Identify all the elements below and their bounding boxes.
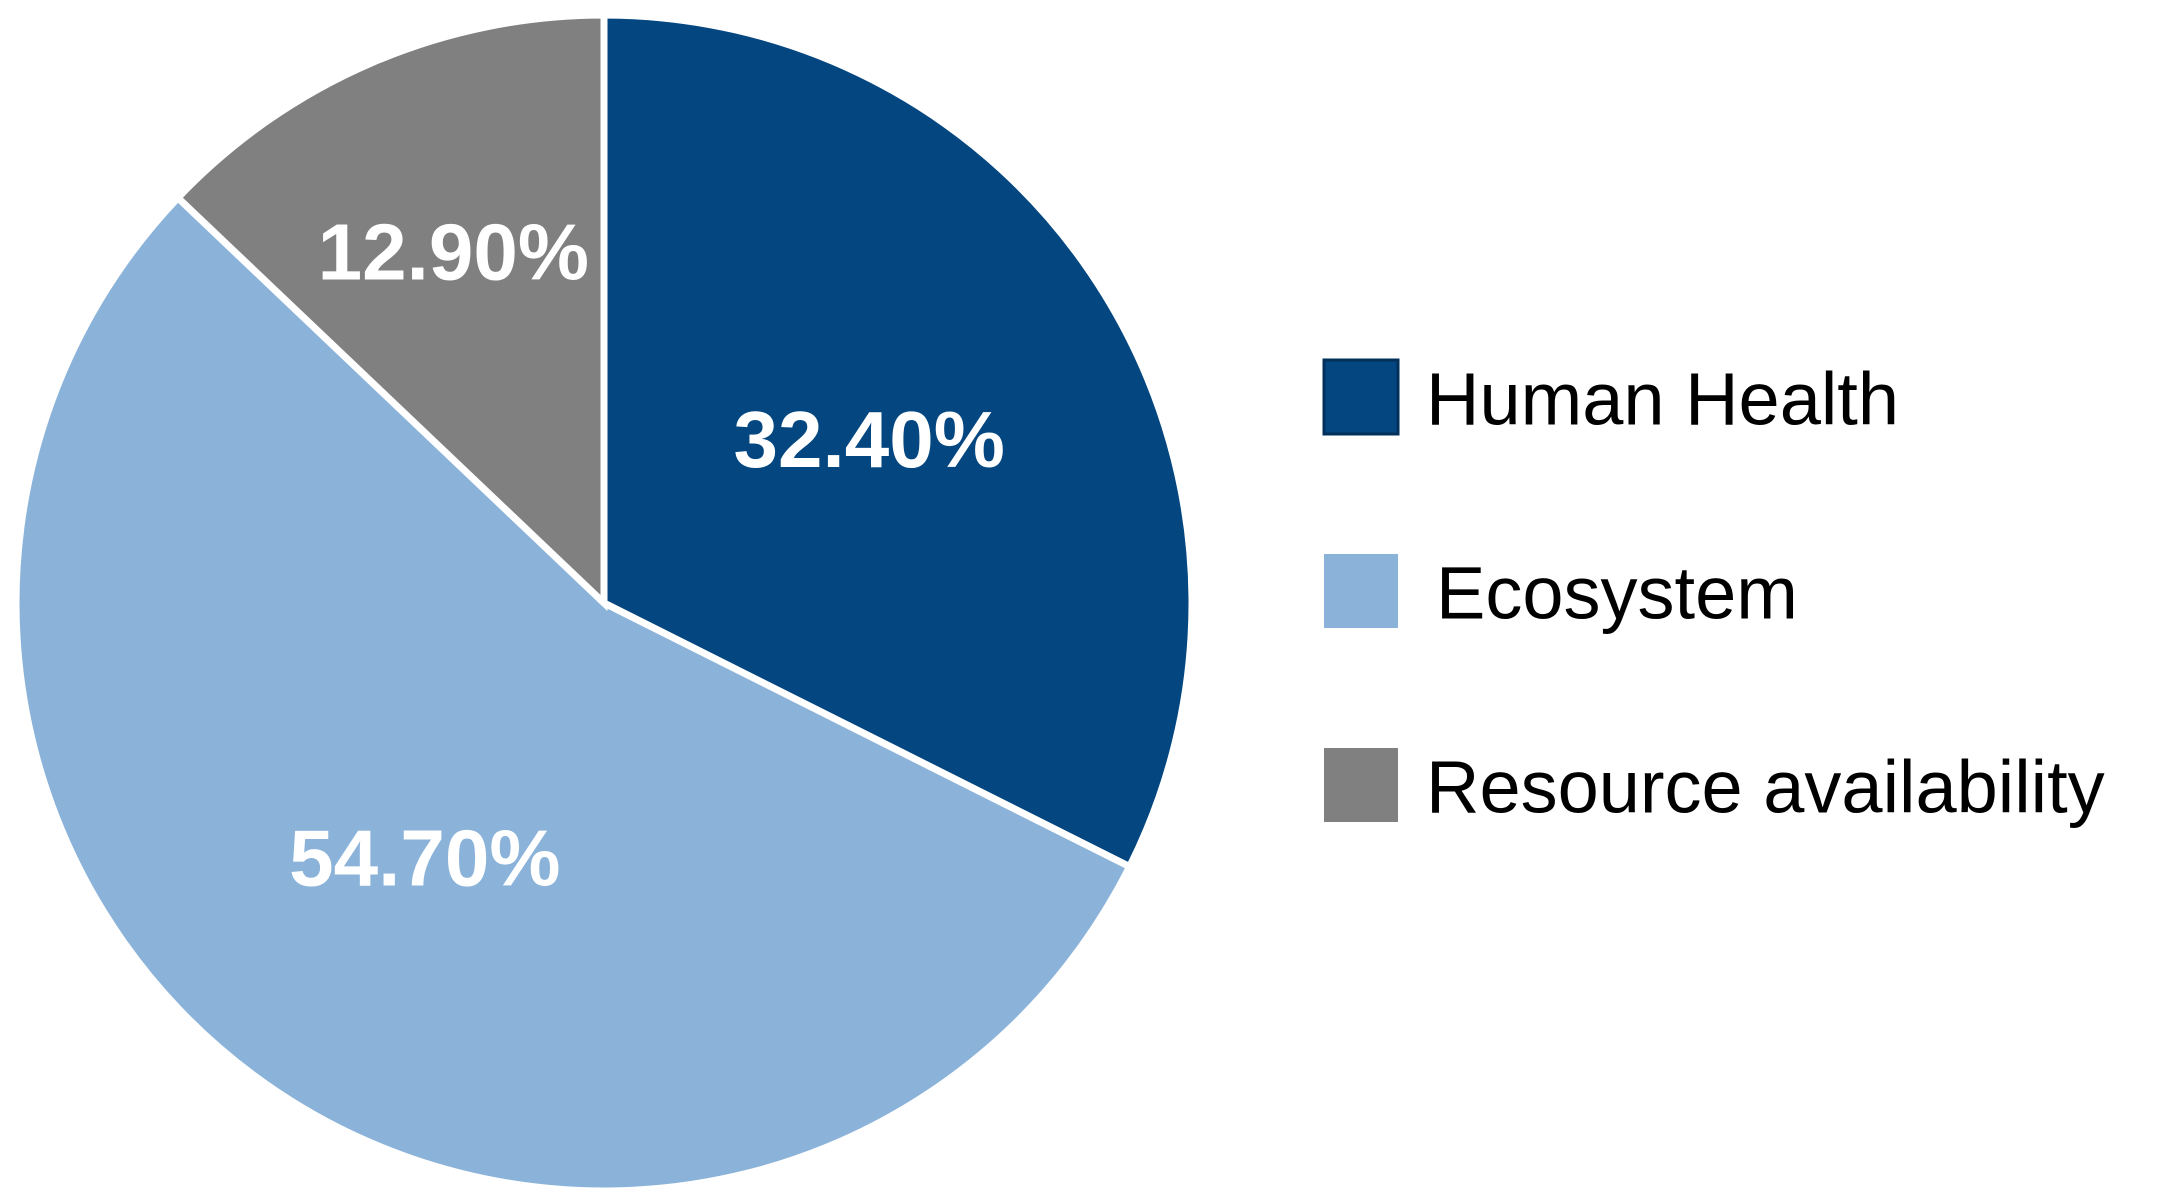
- legend: Human Health Ecosystem Resource availabili…: [1322, 358, 2105, 829]
- legend-label-ecosystem: Ecosystem: [1436, 552, 1798, 635]
- legend-item-human-health: Human Health: [1322, 358, 1899, 441]
- slice-value-label-human-health: 32.40%: [734, 395, 1005, 484]
- slice-value-label-ecosystem: 54.70%: [289, 814, 560, 903]
- legend-label-human-health: Human Health: [1426, 358, 1899, 441]
- slice-value-label-resource-availability: 12.90%: [318, 207, 589, 296]
- legend-swatch-resource-availability: [1324, 748, 1398, 822]
- pie-slices: [12, 11, 1196, 1195]
- pie-slice-human-health: [600, 11, 1196, 872]
- pie-slice-labels: 32.40% 54.70% 12.90%: [289, 207, 1005, 902]
- legend-item-resource-availability: Resource availability: [1324, 746, 2105, 829]
- pie-slice-resource-availability: [172, 11, 608, 612]
- legend-swatch-ecosystem: [1324, 554, 1398, 628]
- legend-label-resource-availability: Resource availability: [1426, 746, 2105, 829]
- pie-slice-ecosystem: [12, 192, 1135, 1195]
- legend-item-ecosystem: Ecosystem: [1324, 552, 1798, 635]
- legend-swatch-human-health: [1322, 358, 1400, 436]
